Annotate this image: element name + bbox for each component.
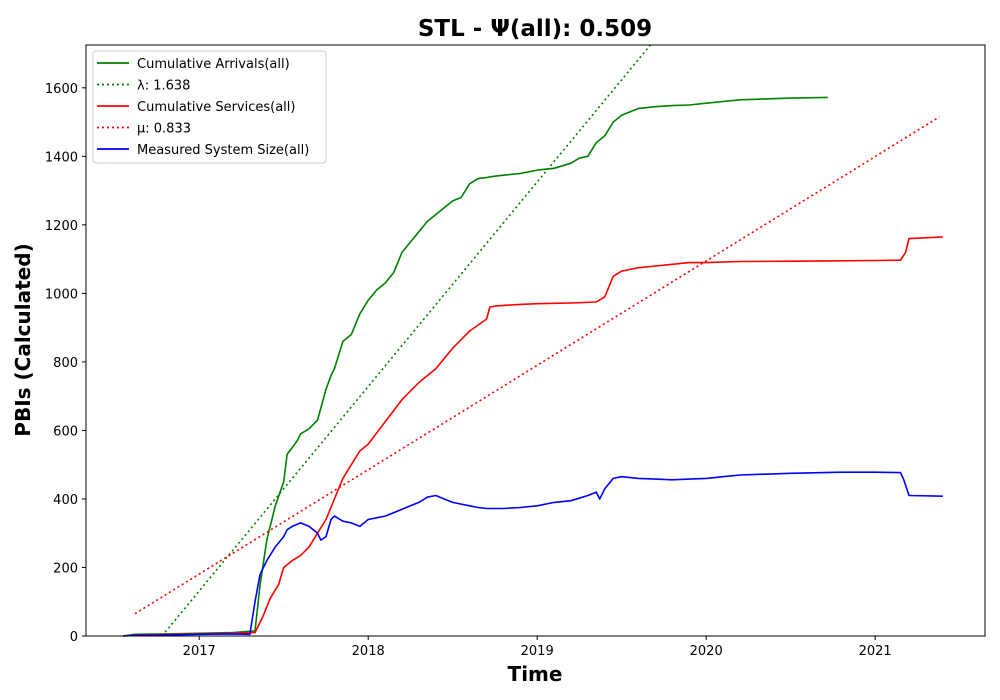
legend-box: [92, 50, 327, 164]
legend-items: Cumulative Arrivals(all) λ: 1.638 Cumulati…: [97, 57, 309, 158]
y-tick-label: 200: [53, 561, 78, 576]
legend-label-2: Cumulative Services(all): [137, 100, 295, 115]
x-tick-label: 2019: [521, 644, 554, 659]
series-line-4: [123, 471, 943, 637]
chart-title: STL - Ψ(all): 0.509: [418, 16, 652, 42]
legend: Cumulative Arrivals(all) λ: 1.638 Cumulati…: [92, 50, 327, 164]
y-tick-label: 1600: [45, 82, 78, 97]
y-tick-label: 1000: [45, 287, 78, 302]
legend-label-4: Measured System Size(all): [137, 143, 309, 158]
y-tick-label: 800: [53, 356, 78, 371]
series-layer: [123, 44, 943, 637]
x-tick-label: 2018: [352, 644, 385, 659]
axes-layer: 2017 2018 2019 2020 2021 0 200 400 600 800 1000 120…: [45, 82, 892, 659]
y-tick-label: 1200: [45, 219, 78, 234]
series-line-2: [123, 236, 943, 637]
y-axis-label: PBIs (Calculated): [11, 243, 35, 436]
plot-frame: [85, 44, 986, 637]
y-tick-label: 600: [53, 424, 78, 439]
series-line-0: [123, 96, 828, 637]
y-tick-label: 1400: [45, 150, 78, 165]
legend-label-0: Cumulative Arrivals(all): [137, 57, 290, 72]
x-axis-label: Time: [508, 662, 563, 686]
y-tick-label: 400: [53, 493, 78, 508]
legend-label-1: λ: 1.638: [137, 79, 190, 94]
x-tick-label: 2017: [183, 644, 216, 659]
x-tick-label: 2020: [690, 644, 723, 659]
legend-label-3: μ: 0.833: [137, 122, 191, 137]
y-tick-label: 0: [70, 630, 78, 645]
x-tick-label: 2021: [859, 644, 892, 659]
